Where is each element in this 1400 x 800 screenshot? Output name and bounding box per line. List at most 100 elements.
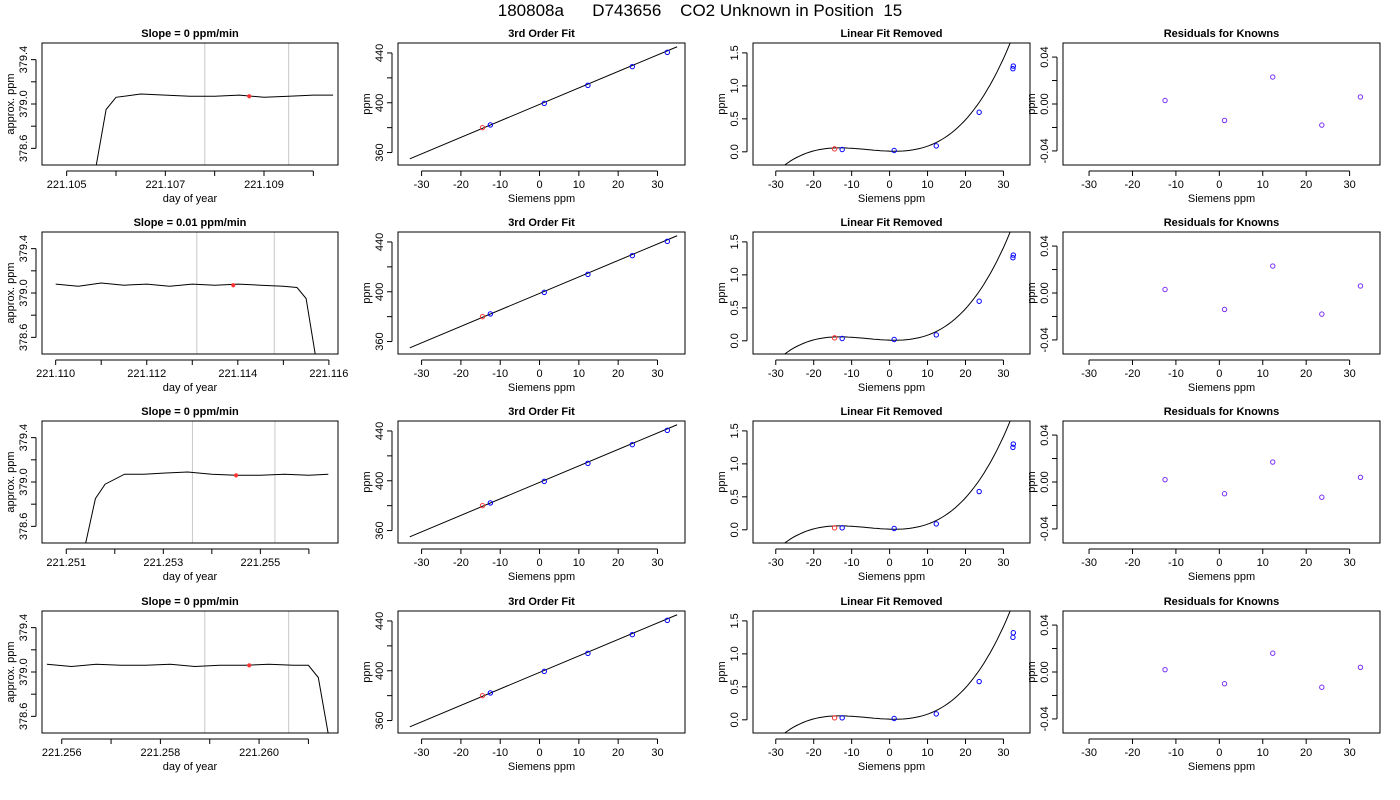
data-point xyxy=(1270,650,1276,656)
x-tick-label: -10 xyxy=(1168,368,1184,380)
data-point xyxy=(479,692,486,699)
data-point xyxy=(933,332,939,338)
x-tick-label: 10 xyxy=(573,747,585,759)
x-axis-label: Siemens ppm xyxy=(508,571,575,583)
x-tick-label: 0 xyxy=(887,179,893,191)
data-point xyxy=(839,335,845,342)
panel-1: Slope = 0 ppm/min 221.105 221.107 221.109 da… xyxy=(5,28,339,205)
panel-14: 3rd Order Fit -30 -20 -10 0 10 20 30 Siemens ppm… xyxy=(361,596,686,773)
plot-area xyxy=(409,424,678,538)
data-point xyxy=(1319,684,1325,690)
data-point xyxy=(487,122,494,128)
x-tick-label: 221.116 xyxy=(309,368,348,380)
panel-16: Residuals for Knowns -30 -20 -10 0 10 20 30 Siem… xyxy=(1026,596,1381,773)
y-tick-label: 0.0 xyxy=(729,144,741,159)
x-tick-label: 20 xyxy=(1300,179,1312,191)
x-tick-label: 20 xyxy=(1300,557,1312,569)
x-tick-label: 221.114 xyxy=(218,368,257,380)
x-tick-label: -30 xyxy=(414,179,430,191)
x-tick-label: 30 xyxy=(651,179,663,191)
x-tick-label: 0 xyxy=(1216,557,1222,569)
y-tick-label: 378.6 xyxy=(18,324,30,352)
y-tick-label: -0.04 xyxy=(1039,706,1051,731)
data-point xyxy=(1010,66,1016,72)
x-tick-label: 30 xyxy=(1343,557,1355,569)
y-tick-label: 0.00 xyxy=(1039,661,1051,682)
data-point xyxy=(839,146,845,153)
x-tick-label: -20 xyxy=(806,557,822,569)
plot-area xyxy=(1162,74,1364,128)
page-title: 180808a D743656 CO2 Unknown in Position … xyxy=(497,1,903,20)
y-axis-label: ppm xyxy=(716,282,728,303)
data-point xyxy=(487,500,494,506)
x-tick-label: 10 xyxy=(1257,179,1269,191)
y-tick-label: 440 xyxy=(374,422,386,440)
x-tick-label: -30 xyxy=(1081,368,1097,380)
data-point xyxy=(629,63,636,70)
data-point xyxy=(1270,459,1276,465)
panel-5: Slope = 0.01 ppm/min 221.110 221.112 221.11… xyxy=(5,217,348,394)
panel-4: Residuals for Knowns -30 -20 -10 0 10 20 30 Siem… xyxy=(1026,28,1381,205)
panel-title: Slope = 0 ppm/min xyxy=(141,406,239,418)
x-tick-label: 0 xyxy=(1216,747,1222,759)
y-tick-label: 379.0 xyxy=(18,468,30,496)
x-tick-label: -10 xyxy=(844,557,860,569)
x-tick-label: -30 xyxy=(414,747,430,759)
y-axis-label: ppm xyxy=(361,93,373,114)
y-tick-label: -0.04 xyxy=(1039,138,1051,163)
y-tick-label: -0.04 xyxy=(1039,327,1051,352)
plot-frame xyxy=(41,420,339,544)
x-tick-label: 0 xyxy=(536,557,542,569)
plot-frame xyxy=(1062,420,1381,544)
fit-curve xyxy=(783,232,1011,354)
y-axis-label: ppm xyxy=(716,471,728,492)
x-tick-label: 20 xyxy=(612,179,624,191)
x-tick-label: 10 xyxy=(573,557,585,569)
x-tick-label: 10 xyxy=(1257,747,1269,759)
data-point xyxy=(629,631,636,638)
panel-title: Residuals for Knowns xyxy=(1164,28,1280,40)
x-tick-label: 30 xyxy=(651,747,663,759)
panel-13: Slope = 0 ppm/min 221.256 221.258 221.260 da… xyxy=(5,596,339,773)
y-tick-label: 0.5 xyxy=(729,679,741,694)
x-tick-label: -20 xyxy=(806,368,822,380)
data-point xyxy=(231,283,236,288)
plot-area xyxy=(783,232,1017,354)
fit-line xyxy=(409,46,678,160)
plot-frame xyxy=(41,231,339,355)
y-axis-label: ppm xyxy=(1026,661,1038,682)
data-point xyxy=(487,311,494,317)
y-tick-label: 0.5 xyxy=(729,300,741,315)
data-point xyxy=(1319,494,1325,500)
x-tick-label: 221.251 xyxy=(46,557,86,569)
series-trace xyxy=(46,663,329,733)
data-point xyxy=(541,100,547,107)
y-tick-label: 0.04 xyxy=(1039,614,1051,635)
x-tick-label: -10 xyxy=(1168,557,1184,569)
panel-2: 3rd Order Fit -30 -20 -10 0 10 20 30 Siemens ppm… xyxy=(361,28,686,205)
plot-area xyxy=(46,611,329,733)
y-tick-label: 378.6 xyxy=(18,135,30,163)
data-point xyxy=(479,313,486,320)
data-point xyxy=(933,521,939,527)
plot-frame xyxy=(752,231,1031,355)
x-tick-label: -30 xyxy=(414,368,430,380)
x-axis-label: Siemens ppm xyxy=(858,571,925,583)
x-tick-label: 221.253 xyxy=(143,557,183,569)
x-tick-label: 20 xyxy=(612,368,624,380)
y-tick-label: 379.4 xyxy=(18,46,30,74)
x-tick-label: 20 xyxy=(959,557,971,569)
x-tick-label: 20 xyxy=(1300,368,1312,380)
panel-title: 3rd Order Fit xyxy=(508,28,575,40)
x-tick-label: -20 xyxy=(1125,368,1141,380)
x-tick-label: -20 xyxy=(453,179,469,191)
x-tick-label: 30 xyxy=(997,179,1009,191)
y-axis-label: ppm xyxy=(716,661,728,682)
data-point xyxy=(585,271,591,278)
data-point xyxy=(1221,491,1228,497)
fit-line xyxy=(409,424,678,538)
panel-7: Linear Fit Removed -30 -20 -10 0 10 20 30 Siemen… xyxy=(716,217,1031,394)
data-point xyxy=(1010,252,1017,258)
y-tick-label: 1.0 xyxy=(729,456,741,471)
plot-area xyxy=(55,232,316,354)
